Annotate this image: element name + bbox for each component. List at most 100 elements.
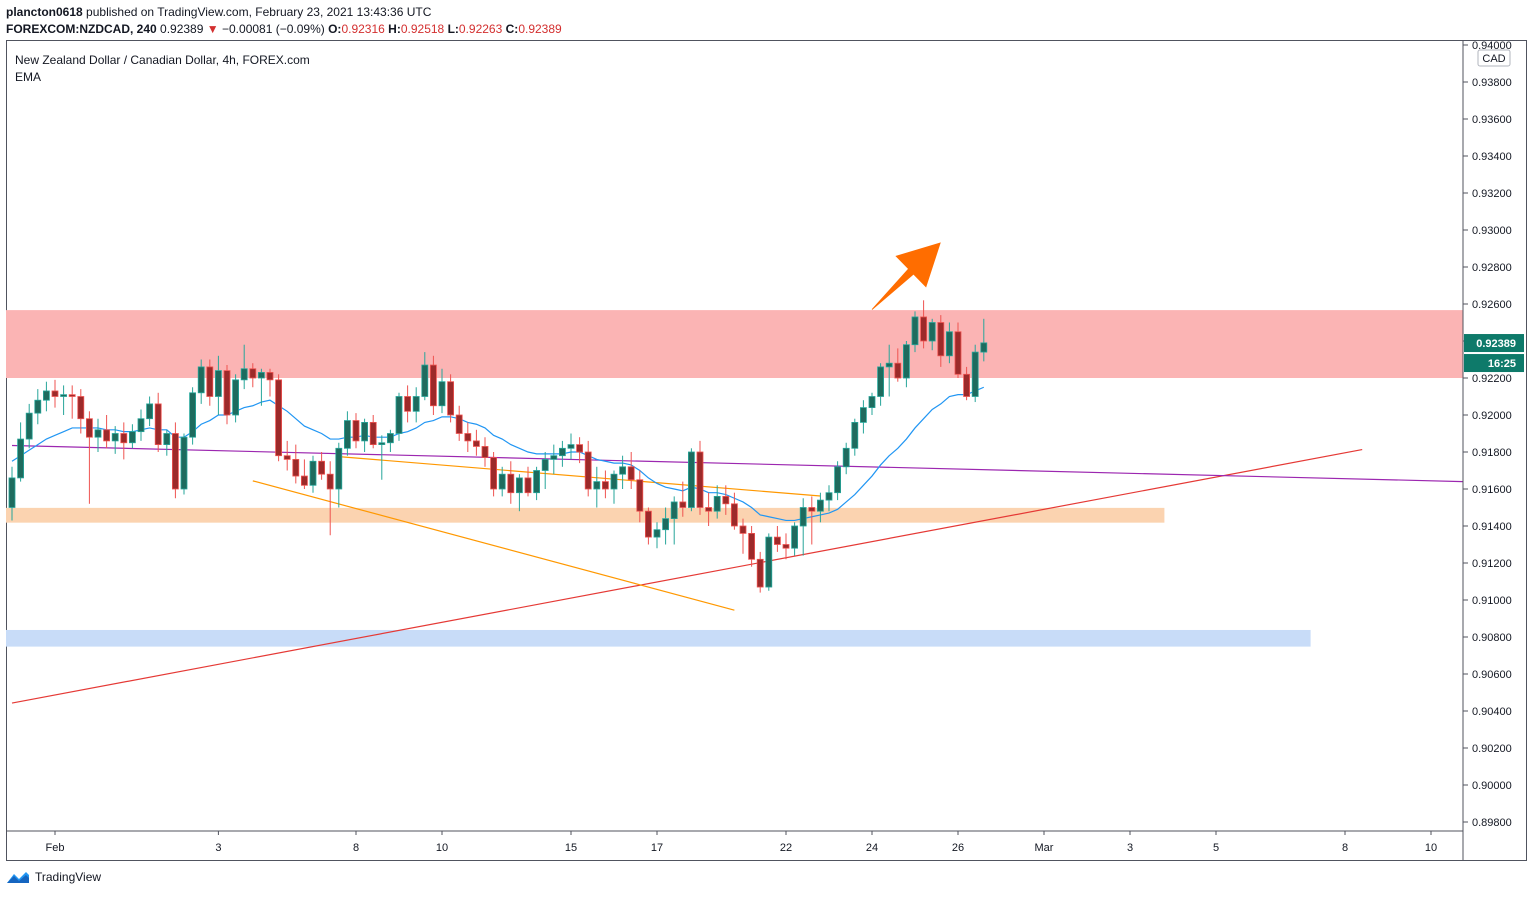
candle-body-down [429,364,437,407]
horizontal-line [11,444,1464,483]
candle-body-down [627,466,635,481]
candle [670,496,678,545]
candle [429,355,437,415]
candle-body-down [283,455,291,460]
candle [963,366,970,401]
last-price-tag [1464,334,1524,353]
candle-body-down [68,394,76,397]
candle-body-up [851,421,859,449]
candle [464,422,472,452]
candle [765,533,773,591]
candle [472,429,480,456]
candle-body-down [120,433,128,444]
candle [920,300,927,349]
candle-body-down [223,370,231,416]
candle-body-up [567,444,575,449]
candle [154,392,162,452]
candle [146,396,154,427]
candle [137,409,145,441]
candle [636,470,644,523]
candle [68,385,76,419]
candle-body-up [980,342,988,353]
candle [911,311,919,353]
candle [627,452,635,489]
candle-body-up [911,316,919,346]
candle-body-up [8,477,16,508]
candle [309,455,317,493]
candle-body-up [111,433,119,442]
low-label: L: [447,22,459,36]
candle-body-up [842,447,850,468]
currency-badge [1477,49,1511,67]
tradingview-brand[interactable]: TradingView [6,870,101,884]
candle-body-down [782,544,790,549]
candle-body-up [928,322,936,342]
candle [610,470,618,504]
candle-body-down [722,495,730,505]
candle [946,322,953,364]
candle [748,526,755,567]
candle [300,459,308,489]
candle [550,444,558,475]
candle-body-up [791,525,798,549]
candle-body-down [937,322,945,357]
candle-body-down [464,433,472,442]
candle [524,466,532,497]
ema-indicator-label[interactable]: EMA [15,70,42,84]
currency-badge-label: CAD [1482,53,1505,65]
price-tick-label: 0.92800 [1472,262,1512,274]
candle [60,385,67,415]
candle [653,522,661,549]
candle-body-down [705,507,712,512]
candle [180,433,188,495]
candle [756,551,764,593]
candle-body-up [946,331,953,357]
candle [94,418,102,452]
candle [971,344,979,403]
candle [361,418,369,452]
candle-body-down [318,460,326,475]
candle [688,448,695,512]
candle [206,359,214,406]
candle [541,452,549,489]
candle [937,315,945,367]
candle-body-up [438,381,446,407]
time-tick-label: 8 [1342,842,1348,854]
candle [980,318,988,362]
candle-body-up [903,344,910,379]
candle [799,498,807,556]
candle [43,381,50,412]
candle-body-up [378,442,386,445]
chart-legend-title[interactable]: New Zealand Dollar / Canadian Dollar, 4h… [15,53,310,67]
candle [318,452,326,480]
candle-body-down [249,368,257,379]
price-tick-label: 0.92200 [1472,373,1512,385]
candle-body-down [748,533,755,560]
candle [369,415,377,449]
time-tick-label: 17 [651,842,663,854]
candle [713,485,721,519]
candle-body-down [77,396,85,420]
candle [516,474,523,512]
candle [722,485,730,515]
candle-body-up [189,392,197,438]
open-label: O: [328,22,342,36]
candle-body-up [559,447,566,457]
time-tick-label: 3 [1127,842,1133,854]
candle-body-up [395,396,403,434]
trendline [11,449,1363,704]
candle [111,426,119,454]
candle [662,507,669,545]
candle-body-down [154,403,162,445]
price-tick-label: 0.93200 [1472,188,1512,200]
candle [619,455,626,489]
candle-body-down [103,429,110,442]
candle [739,518,747,554]
candle-body-up [309,460,317,486]
price-tick-label: 0.92000 [1472,410,1512,422]
bullish-arrow [871,242,941,310]
publisher-name[interactable]: plancton0618 [6,5,83,19]
candle-body-down [894,362,902,379]
publish-info: plancton0618 published on TradingView.co… [6,5,431,19]
